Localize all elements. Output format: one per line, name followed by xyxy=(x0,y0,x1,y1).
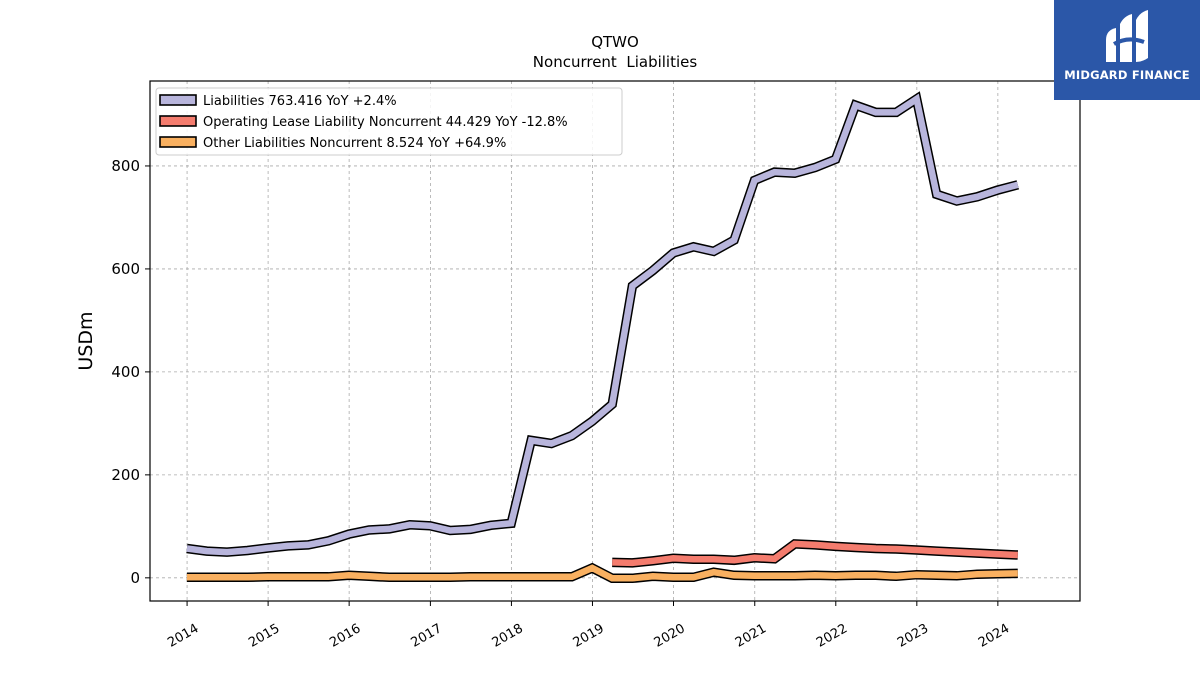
x-tick-label: 2014 xyxy=(165,621,201,651)
legend-entry-label: Liabilities 763.416 YoY +2.4% xyxy=(203,94,397,109)
series-1 xyxy=(186,91,1020,557)
y-axis-label: USDm xyxy=(75,311,97,370)
series-layer xyxy=(186,91,1020,584)
grid-lines xyxy=(150,81,1080,601)
x-tick-label: 2023 xyxy=(895,621,931,651)
x-tick-label: 2019 xyxy=(571,621,607,651)
brand-logo: MIDGARD FINANCE xyxy=(1054,0,1200,100)
legend-swatch xyxy=(159,94,197,106)
series-2 xyxy=(612,539,1019,568)
legend-entry-label: Other Liabilities Noncurrent 8.524 YoY +… xyxy=(203,136,506,151)
legend-entry-label: Operating Lease Liability Noncurrent 44.… xyxy=(203,115,568,130)
x-tick-label: 2022 xyxy=(814,621,850,651)
logo-wordmark: MIDGARD FINANCE xyxy=(1064,68,1190,82)
x-tick-label: 2021 xyxy=(733,621,769,651)
x-tick-label: 2024 xyxy=(976,621,1012,651)
legend-swatch xyxy=(159,115,197,127)
chart-title: QTWO xyxy=(591,33,639,51)
y-axis: 0 200 400 600 800 xyxy=(111,157,150,587)
series-line-outline xyxy=(186,91,1020,557)
x-axis: 2014 2015 2016 2017 2018 2019 2020 2021 2022 2023… xyxy=(165,601,1012,651)
y-tick-label: 400 xyxy=(111,363,140,381)
y-tick-label: 200 xyxy=(111,466,140,484)
series-line xyxy=(186,93,1019,556)
x-tick-label: 2016 xyxy=(327,621,363,651)
legend-swatch xyxy=(159,136,197,148)
series-line xyxy=(612,540,1018,567)
legend-box xyxy=(155,87,623,156)
x-tick-label: 2015 xyxy=(246,621,282,651)
series-line xyxy=(186,564,1018,582)
x-tick-label: 2020 xyxy=(652,621,688,651)
x-tick-label: 2017 xyxy=(409,621,445,651)
x-tick-label: 2018 xyxy=(490,621,526,651)
chart-subtitle: Noncurrent Liabilities xyxy=(533,53,698,71)
legend: Liabilities 763.416 YoY +2.4% Operating L… xyxy=(155,87,623,156)
y-tick-label: 0 xyxy=(130,569,140,587)
series-3 xyxy=(186,562,1018,584)
logo-mark-icon xyxy=(1106,10,1148,62)
y-tick-label: 600 xyxy=(111,260,140,278)
plot-area-frame xyxy=(149,80,1081,602)
y-tick-label: 800 xyxy=(111,157,140,175)
